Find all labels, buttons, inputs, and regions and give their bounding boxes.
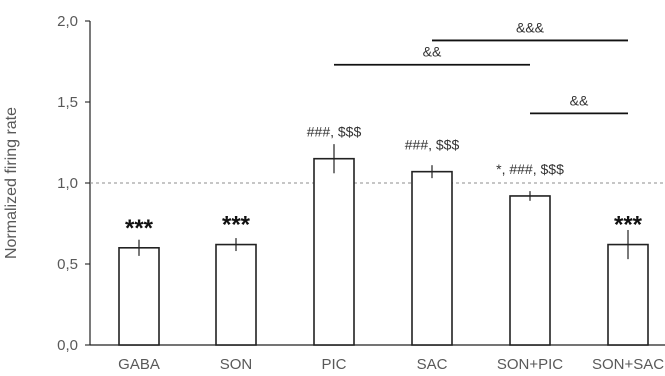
bar-son — [215, 243, 257, 346]
y-tick-label: 0,0 — [57, 337, 78, 354]
comparison-label: &&& — [516, 19, 545, 35]
y-tick-label: 2,0 — [57, 13, 78, 30]
x-tick-label: SON+PIC — [497, 356, 563, 373]
bar-son-plus-pic — [509, 195, 551, 346]
bar-gaba — [118, 247, 160, 346]
x-tick-label: GABA — [118, 356, 160, 373]
significance-label: *** — [614, 212, 643, 239]
significance-label: *** — [222, 212, 251, 239]
bar-pic — [313, 157, 355, 346]
comparison-label: && — [423, 44, 442, 60]
y-tick-label: 1,5 — [57, 94, 78, 111]
significance-label: *** — [125, 215, 154, 242]
comparison-label: && — [570, 92, 589, 108]
y-tick-label: 0,5 — [57, 256, 78, 273]
significance-label: *, ###, $$$ — [496, 161, 564, 177]
x-tick-label: PIC — [321, 356, 346, 373]
significance-label: ###, $$$ — [405, 137, 460, 153]
y-tick-label: 1,0 — [57, 175, 78, 192]
significance-label: ###, $$$ — [307, 124, 362, 140]
x-tick-label: SAC — [417, 356, 448, 373]
x-tick-label: SON — [220, 356, 253, 373]
bar-son-plus-sac — [607, 243, 649, 346]
bar-sac — [411, 170, 453, 346]
x-tick-label: SON+SAC — [592, 356, 664, 373]
y-axis-label: Normalized firing rate — [3, 107, 20, 259]
